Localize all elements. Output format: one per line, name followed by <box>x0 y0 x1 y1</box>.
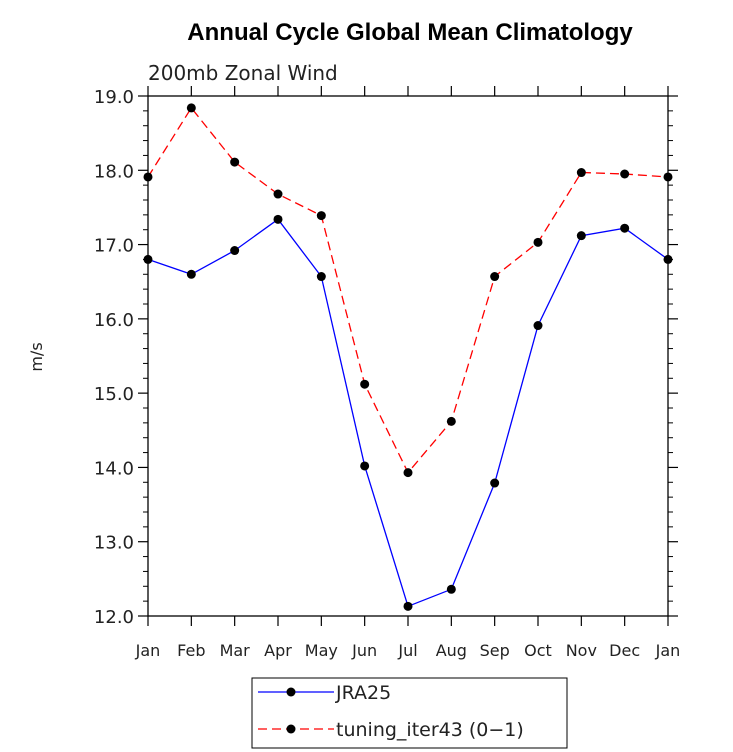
x-tick-label: Jan <box>655 641 681 660</box>
x-tick-label: Sep <box>480 641 510 660</box>
x-tick-label: Apr <box>264 641 292 660</box>
data-point-1 <box>490 272 500 282</box>
y-axis-label: m/s <box>27 342 46 371</box>
x-tick-label: Oct <box>524 641 552 660</box>
x-tick-label: Mar <box>220 641 251 660</box>
x-tick-label: Feb <box>177 641 205 660</box>
chart-subtitle: 200mb Zonal Wind <box>148 61 338 85</box>
data-point-1 <box>663 172 673 182</box>
y-tick-label: 19.0 <box>94 87 134 108</box>
y-tick-label: 16.0 <box>94 310 134 331</box>
y-tick-label: 12.0 <box>94 607 134 628</box>
x-tick-label: Jan <box>135 641 161 660</box>
data-point-1 <box>316 211 326 221</box>
axis-ticks <box>138 86 678 626</box>
legend-marker-jra25 <box>286 687 296 697</box>
legend-box <box>251 677 568 749</box>
data-point-1 <box>576 168 586 178</box>
legend-label-jra25: JRA25 <box>335 682 391 704</box>
x-tick-label: Jul <box>397 641 417 660</box>
data-point-0 <box>186 269 196 279</box>
x-tick-label: Jun <box>351 641 377 660</box>
y-tick-label: 17.0 <box>94 236 134 257</box>
data-point-0 <box>446 584 456 594</box>
data-point-0 <box>230 246 240 256</box>
data-point-1 <box>230 157 240 167</box>
data-point-0 <box>533 321 543 331</box>
data-point-0 <box>273 214 283 224</box>
data-point-1 <box>360 379 370 389</box>
data-point-1 <box>273 189 283 199</box>
series-line-0 <box>147 218 669 608</box>
y-tick-label: 18.0 <box>94 161 134 182</box>
data-point-0 <box>490 478 500 488</box>
data-point-0 <box>143 254 153 264</box>
y-tick-label: 13.0 <box>94 533 134 554</box>
data-point-1 <box>620 169 630 179</box>
data-point-1 <box>143 172 153 182</box>
data-point-0 <box>403 601 413 611</box>
y-tick-label: 15.0 <box>94 384 134 405</box>
data-point-0 <box>316 272 326 282</box>
data-point-0 <box>360 461 370 471</box>
chart-title: Annual Cycle Global Mean Climatology <box>187 19 633 46</box>
data-point-0 <box>663 254 673 264</box>
data-point-0 <box>620 223 630 233</box>
x-tick-label: Aug <box>436 641 467 660</box>
data-point-1 <box>446 416 456 426</box>
data-point-0 <box>576 231 586 241</box>
legend: JRA25 tuning_iter43 (0−1) <box>251 677 568 749</box>
series-layer <box>143 103 673 611</box>
data-point-1 <box>403 468 413 478</box>
x-tick-label: Nov <box>566 641 597 660</box>
legend-marker-tuning <box>286 724 296 734</box>
x-tick-label: May <box>305 641 338 660</box>
plot-frame <box>147 95 669 617</box>
x-tick-label: Dec <box>609 641 640 660</box>
data-point-1 <box>533 237 543 247</box>
legend-label-tuning: tuning_iter43 (0−1) <box>336 719 524 741</box>
y-tick-labels: 12.0 13.0 14.0 15.0 16.0 17.0 18.0 19.0 <box>94 87 134 628</box>
y-tick-label: 14.0 <box>94 458 134 479</box>
data-point-1 <box>186 103 196 113</box>
series-line-1 <box>147 106 669 474</box>
x-tick-labels: Jan Feb Mar Apr May Jun Jul Aug Sep Oct Nov Dec Jan <box>135 641 681 660</box>
